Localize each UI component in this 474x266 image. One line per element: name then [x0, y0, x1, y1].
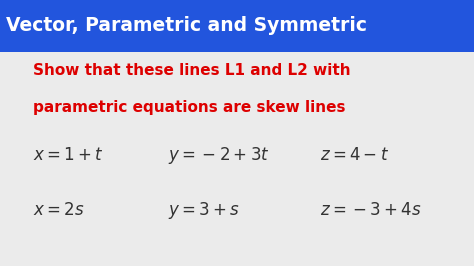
Text: Vector, Parametric and Symmetric: Vector, Parametric and Symmetric [6, 16, 367, 35]
Text: $x = 2s$: $x = 2s$ [33, 202, 85, 219]
Text: $z = -3 + 4s$: $z = -3 + 4s$ [320, 202, 421, 219]
FancyBboxPatch shape [0, 0, 474, 52]
Text: $y = -2 + 3t$: $y = -2 + 3t$ [168, 145, 270, 166]
Text: parametric equations are skew lines: parametric equations are skew lines [33, 100, 346, 115]
Text: $z = 4 - t$: $z = 4 - t$ [320, 147, 389, 164]
Text: Show that these lines L1 and L2 with: Show that these lines L1 and L2 with [33, 63, 351, 78]
Text: $x = 1 + t$: $x = 1 + t$ [33, 147, 104, 164]
Text: $y = 3 + s$: $y = 3 + s$ [168, 200, 240, 221]
